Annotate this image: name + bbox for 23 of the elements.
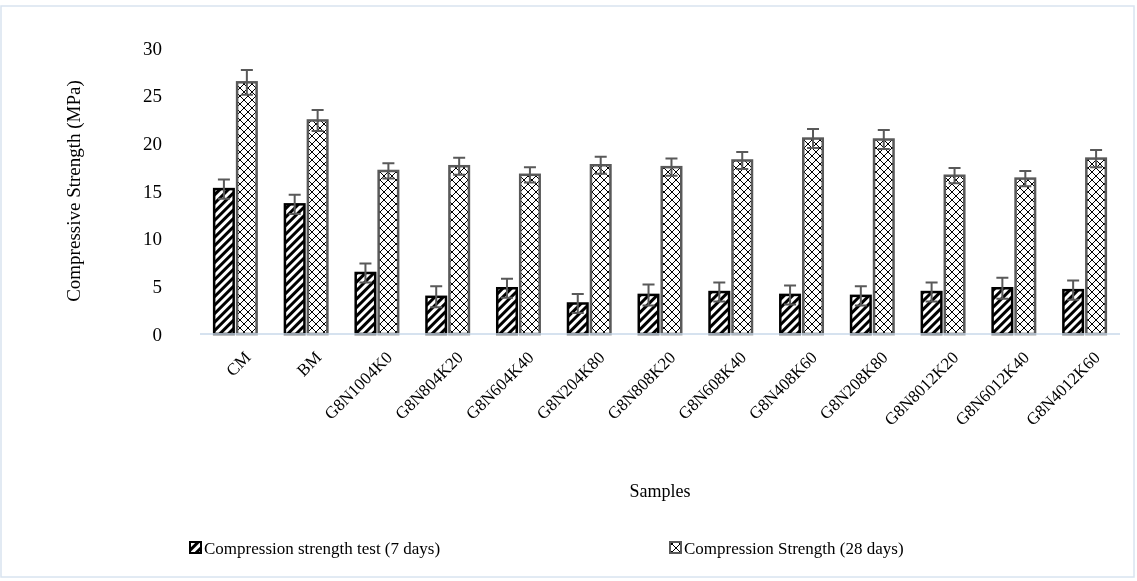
x-tick-label: BM xyxy=(293,347,326,380)
x-axis-title: Samples xyxy=(629,481,691,501)
bar xyxy=(1062,288,1085,336)
y-tick-label: 15 xyxy=(143,180,162,202)
bar xyxy=(212,187,235,336)
legend-label: Compression Strength (28 days) xyxy=(684,538,904,558)
y-tick-label: 30 xyxy=(143,37,162,59)
bar xyxy=(779,293,802,336)
y-tick-label: 25 xyxy=(143,85,162,107)
bar xyxy=(708,290,731,336)
bar xyxy=(283,203,306,336)
legend-label: Compression strength test (7 days) xyxy=(204,538,441,558)
bar xyxy=(991,286,1014,336)
y-axis-title: Compressive Strength (MPa) xyxy=(63,80,85,302)
y-tick-label: 5 xyxy=(152,275,162,297)
y-tick-label: 20 xyxy=(143,132,162,154)
y-tick-label: 0 xyxy=(152,323,162,345)
y-tick-label: 10 xyxy=(143,228,162,250)
bar xyxy=(354,271,377,336)
bar xyxy=(495,286,518,336)
bar xyxy=(637,293,660,336)
bar xyxy=(920,290,943,336)
x-tick-label: CM xyxy=(222,347,255,380)
